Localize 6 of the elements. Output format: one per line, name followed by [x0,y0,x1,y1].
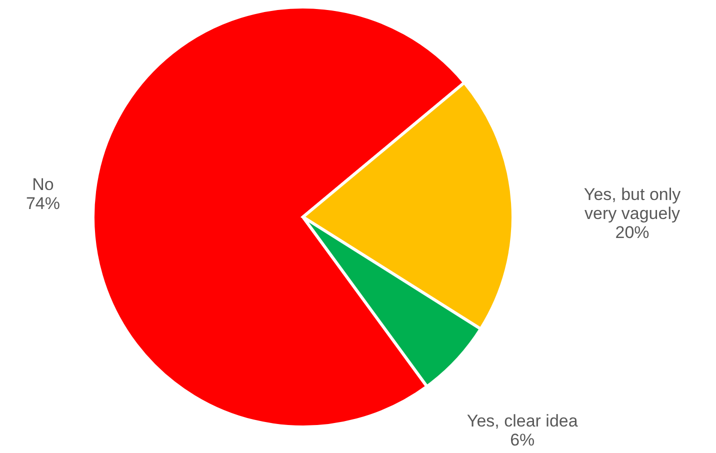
data-label: 74% [26,194,60,214]
slice-label: Yes, but only very vaguely [584,185,682,224]
slice-label: No [32,175,54,194]
data-label: 6% [510,430,535,450]
data-label: 20% [615,223,650,242]
slice-label: Yes, clear idea [466,412,578,431]
